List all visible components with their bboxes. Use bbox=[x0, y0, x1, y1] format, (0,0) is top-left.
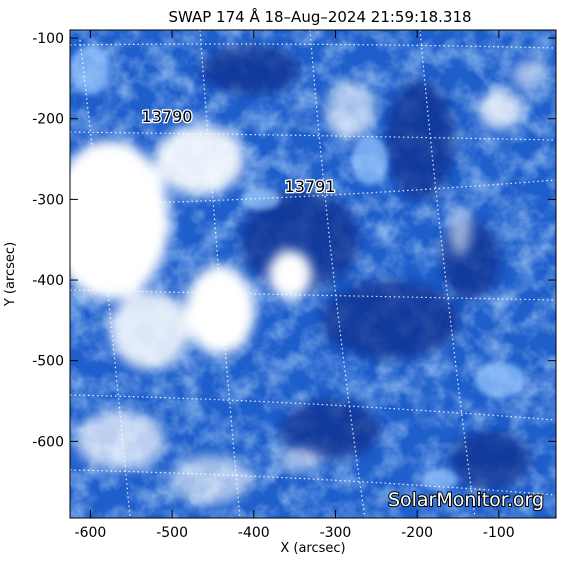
y-tick-label: -200 bbox=[32, 112, 64, 128]
x-tick-label: -600 bbox=[75, 525, 107, 541]
y-tick-label: -400 bbox=[32, 273, 64, 289]
x-tick-label: -300 bbox=[320, 525, 352, 541]
image-title: SWAP 174 Å 18–Aug–2024 21:59:18.318 bbox=[168, 7, 471, 26]
y-axis: -100 -200 -300 -400 -500 -600 bbox=[32, 31, 556, 450]
y-tick-label: -300 bbox=[32, 192, 64, 208]
heliographic-grid bbox=[70, 30, 556, 518]
watermark: SolarMonitor.org bbox=[388, 489, 544, 511]
y-tick-label: -500 bbox=[32, 354, 64, 370]
plot-frame bbox=[69, 29, 557, 519]
x-axis: -600 -500 -400 -300 -200 -100 bbox=[75, 30, 515, 541]
x-tick-label: -500 bbox=[156, 525, 188, 541]
x-tick-label: -200 bbox=[401, 525, 433, 541]
y-axis-label: Y (arcsec) bbox=[3, 242, 18, 307]
y-tick-label: -600 bbox=[32, 434, 64, 450]
y-tick-label: -100 bbox=[32, 31, 64, 47]
solar-image: SolarMonitor.org bbox=[70, 30, 556, 518]
active-region-label-13790: 13790 bbox=[142, 107, 193, 126]
active-region-label-13791: 13791 bbox=[285, 177, 336, 196]
x-tick-label: -100 bbox=[483, 525, 515, 541]
x-axis-label: X (arcsec) bbox=[280, 541, 345, 556]
x-tick-label: -400 bbox=[238, 525, 270, 541]
